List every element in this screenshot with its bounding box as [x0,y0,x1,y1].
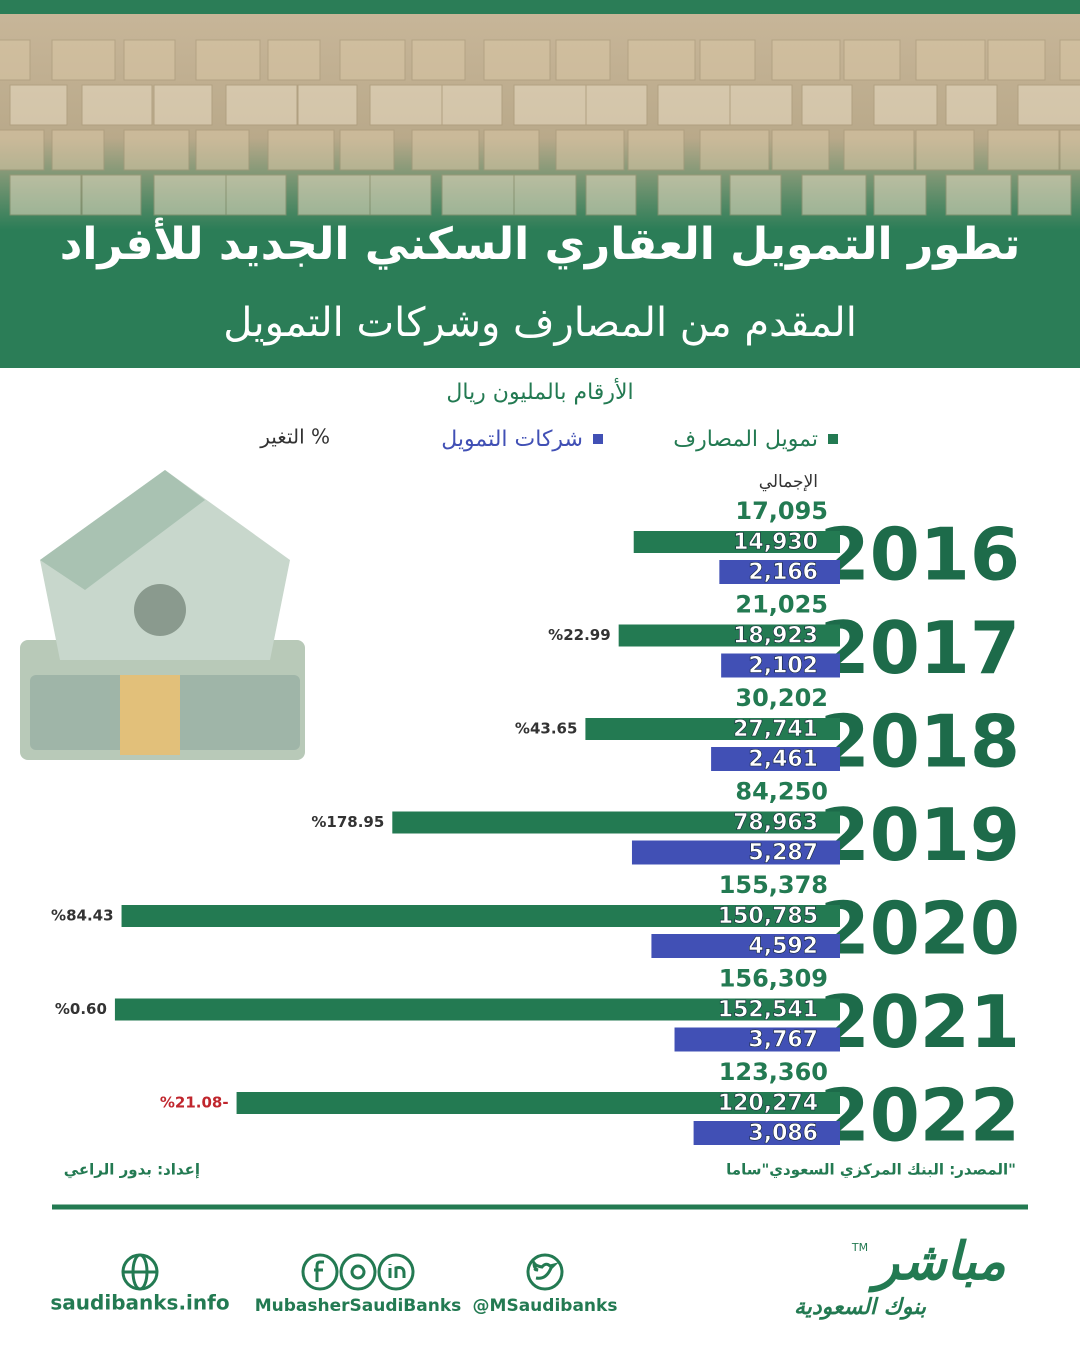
change-label: %0.60 [55,1000,107,1018]
total-label: 17,095 [735,497,828,525]
source: المصدر: البنك المركزي السعودي"ساما" [726,1161,1016,1180]
company-value: 2,461 [748,747,818,772]
company-bar [674,1027,840,1052]
total-label: 156,309 [719,965,828,993]
bank-value: 150,785 [718,904,818,929]
change-label: %21.08- [160,1094,229,1112]
total-label: 84,250 [735,778,828,806]
trademark: TM [851,1241,868,1254]
year-label: 2018 [820,700,1020,784]
total-label: 123,360 [719,1058,828,1086]
company-bar [651,934,840,958]
social-handle: MubasherSaudiBanks [255,1296,462,1316]
bank-bar [392,811,840,834]
total-header: الإجمالي [759,472,818,492]
year-label: 2020 [820,887,1020,971]
total-label: 155,378 [719,871,828,899]
year-label: 2016 [820,513,1020,597]
bank-value: 120,274 [718,1091,818,1116]
company-bar [721,653,840,678]
bank-bar [236,1092,840,1114]
bank-value: 18,923 [733,624,818,649]
legend-label: التغير % [259,425,330,449]
total-label: 21,025 [735,591,828,619]
company-value: 4,592 [748,934,818,959]
bank-bar [114,998,841,1021]
company-value: 2,102 [748,654,818,679]
buildings [0,39,1080,216]
twitter-handle: @MSaudibanks [473,1296,618,1316]
change-label: %43.65 [515,720,577,738]
year-label: 2019 [820,793,1020,877]
company-bar [693,1121,840,1145]
logo-sub: بنوك السعودية [794,1295,927,1320]
legend-swatch [828,434,838,444]
bank-value: 27,741 [733,717,818,742]
bank-value: 152,541 [718,998,818,1023]
change-label: %84.43 [51,907,113,925]
header-strip [0,0,1080,14]
company-value: 5,287 [748,841,818,866]
company-value: 3,086 [748,1121,818,1146]
title-line: المقدم من المصارف وشركات التمويل [223,300,857,346]
bank-bar [633,531,840,553]
total-label: 30,202 [735,684,828,712]
legend-label: شركات التمويل [441,427,583,452]
change-label: %178.95 [311,813,384,831]
legend-swatch [593,434,603,444]
bank-value: 78,963 [733,811,818,836]
company-bar [719,560,840,584]
company-bar [631,840,840,865]
bank-bar [121,905,841,927]
year-label: 2022 [820,1074,1020,1158]
website: saudibanks.info [50,1291,229,1315]
year-label: 2021 [820,980,1020,1064]
company-bar [711,747,840,771]
logo: مباشر [867,1232,1006,1293]
company-value: 3,767 [748,1028,818,1053]
legend-label: تمويل المصارف [673,427,818,452]
company-value: 2,166 [748,560,818,585]
bank-bar [618,624,840,647]
money-house [20,470,305,760]
credit: إعداد: بدور الراعي [64,1161,200,1179]
subtitle: الأرقام بالمليون ريال [446,378,633,405]
bank-bar [585,718,840,740]
bank-value: 14,930 [733,530,818,555]
icons [121,1253,564,1291]
year-label: 2017 [820,606,1020,690]
title-line: تطور التمويل العقاري السكني الجديد للأفر… [60,217,1021,270]
change-label: %22.99 [548,626,610,644]
